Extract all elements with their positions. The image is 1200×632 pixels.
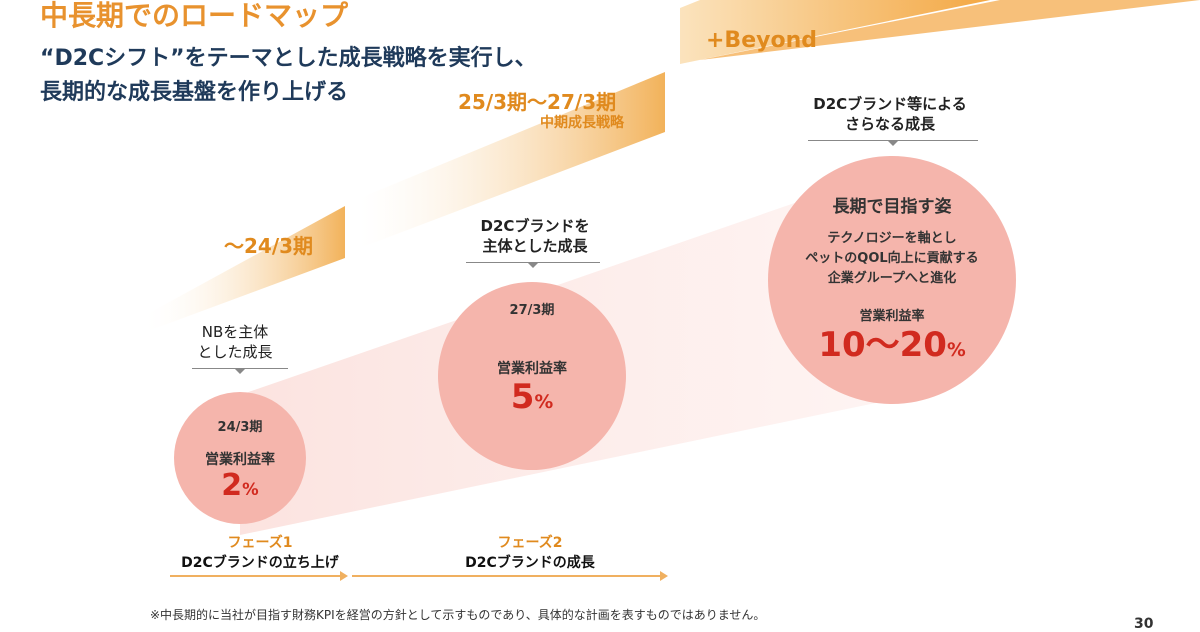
- page-number: 30: [1134, 616, 1154, 632]
- stage-2-caption-notch: [527, 262, 539, 268]
- stage-1-period: 24/3期: [217, 419, 263, 435]
- stage-3-desc-line-3: 企業グループへと進化: [827, 271, 957, 286]
- stage-3-description: テクノロジーを軸とし ペットのQOL向上に貢献する 企業グループへと進化: [805, 229, 978, 289]
- stage-1-caption: NBを主体 とした成長: [160, 322, 310, 362]
- stage-1-caption-notch: [234, 368, 246, 374]
- stage-3-caption-line-2: さらなる成長: [844, 115, 935, 133]
- stage-2-caption: D2Cブランドを 主体とした成長: [460, 216, 610, 256]
- roadmap-step-1-band: [140, 206, 345, 334]
- phase-2-desc: D2Cブランドの成長: [465, 555, 595, 571]
- stage-3-caption: D2Cブランド等による さらなる成長: [790, 94, 990, 134]
- phase-2: フェーズ2 D2Cブランドの成長: [430, 532, 630, 572]
- stage-3-heading: 長期で目指す姿: [832, 197, 952, 217]
- phase-arrows: [170, 571, 668, 581]
- subtitle-line-2: 長期的な成長基盤を作り上げる: [40, 80, 349, 105]
- roadmap-step-2-sub: 中期成長戦略: [540, 115, 624, 131]
- page-subtitle: “D2Cシフト”をテーマとした成長戦略を実行し、 長期的な成長基盤を作り上げる: [40, 42, 537, 110]
- stage-1-caption-line-2: とした成長: [197, 343, 273, 361]
- stage-3-metric-label: 営業利益率: [859, 309, 925, 324]
- phase-2-label: フェーズ2: [497, 535, 563, 551]
- stage-3-caption-line-1: D2Cブランド等による: [813, 95, 967, 113]
- stage-3-desc-line-1: テクノロジーを軸とし: [827, 231, 957, 246]
- stage-3-circle: 長期で目指す姿 テクノロジーを軸とし ペットのQOL向上に貢献する 企業グループ…: [768, 156, 1016, 404]
- stage-3-desc-line-2: ペットのQOL向上に貢献する: [805, 251, 979, 266]
- phase-1-label: フェーズ1: [227, 535, 293, 551]
- phase-1-desc: D2Cブランドの立ち上げ: [181, 555, 339, 571]
- roadmap-step-3-band: [680, 0, 1000, 64]
- stage-2-caption-line-2: 主体とした成長: [482, 237, 588, 255]
- stage-2-caption-line-1: D2Cブランドを: [480, 217, 590, 235]
- roadmap-step-2-band: [360, 72, 665, 248]
- footnote: ※中長期的に当社が目指す財務KPIを経営の方針として示すものであり、具体的な計画…: [150, 608, 766, 622]
- roadmap-step-2-period: 25/3期～27/3期: [458, 90, 617, 114]
- stage-1-value: 2%: [221, 467, 259, 503]
- stage-3-caption-notch: [887, 140, 899, 146]
- page-title: 中長期でのロードマップ: [40, 0, 349, 32]
- stage-2-value: 5%: [510, 376, 554, 417]
- roadmap-step-3-period: +Beyond: [706, 28, 817, 53]
- stage-1-metric-label: 営業利益率: [205, 451, 275, 468]
- stage-2-metric-label: 営業利益率: [497, 360, 567, 377]
- subtitle-line-1: “D2Cシフト”をテーマとした成長戦略を実行し、: [40, 46, 537, 71]
- roadmap-step-1-period: ～24/3期: [224, 234, 314, 258]
- stage-2-period: 27/3期: [509, 302, 555, 318]
- stage-2-circle: 27/3期 営業利益率 5%: [438, 282, 626, 470]
- stage-1-circle: 24/3期 営業利益率 2%: [174, 392, 306, 524]
- stage-1-caption-line-1: NBを主体: [201, 323, 269, 341]
- phase-1: フェーズ1 D2Cブランドの立ち上げ: [160, 532, 360, 572]
- stage-3-value: 10～20%: [818, 325, 966, 365]
